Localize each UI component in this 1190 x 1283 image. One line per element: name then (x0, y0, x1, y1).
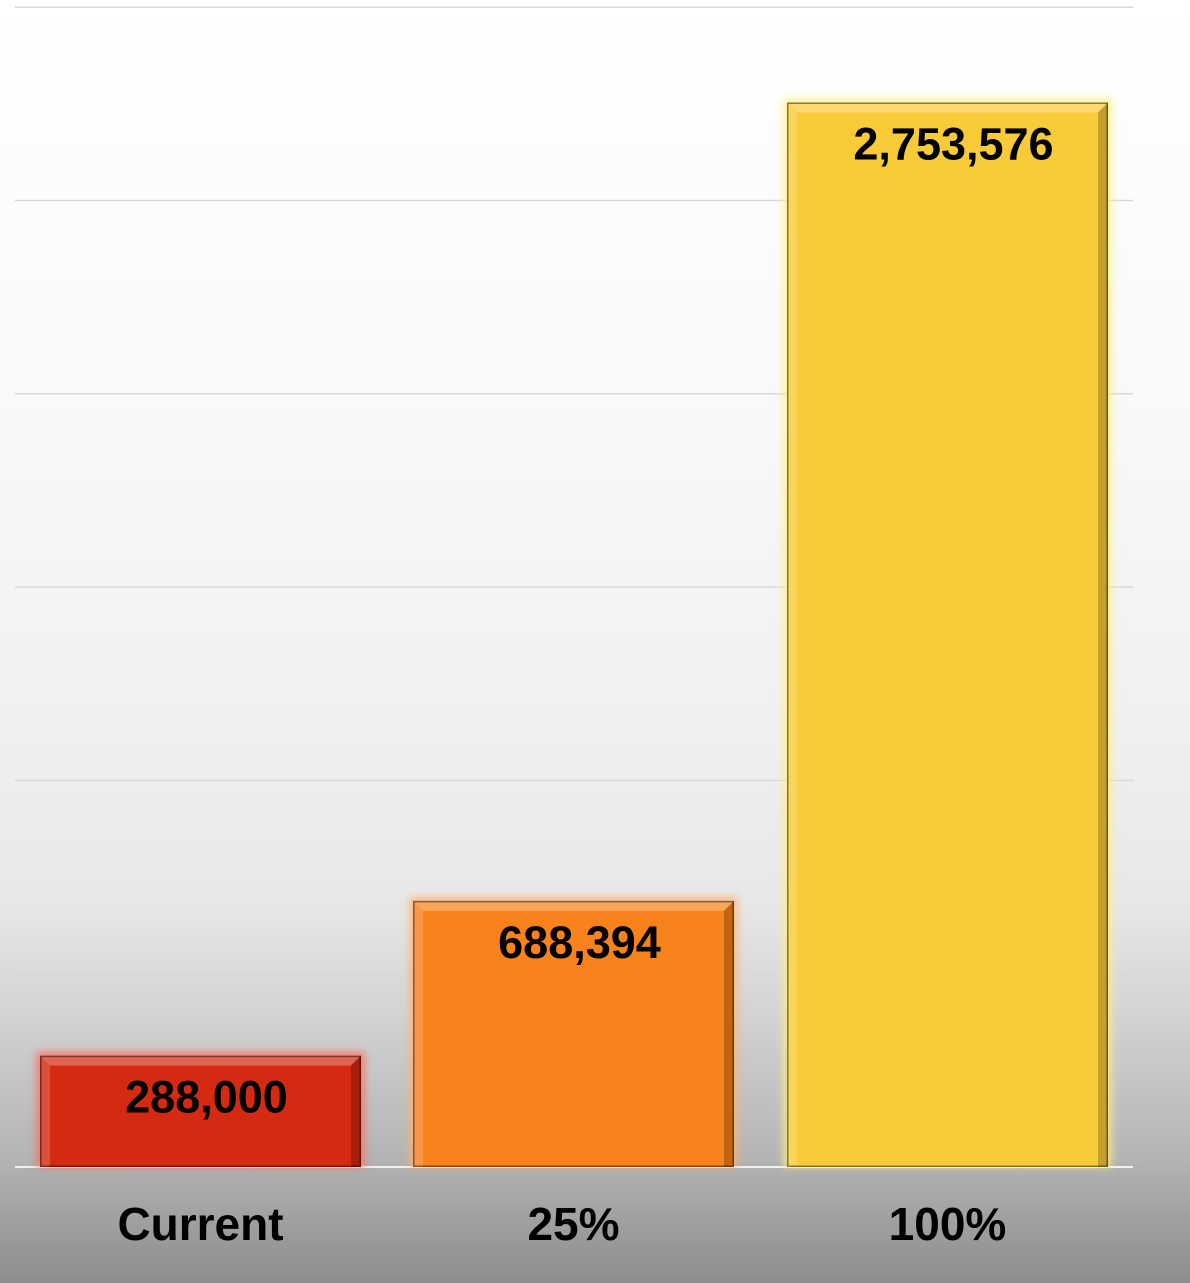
bar-outline (787, 102, 1108, 1167)
bars (36, 98, 1112, 1167)
bar-bevel-top (40, 1055, 361, 1066)
x-tick-label-3: 100% (889, 1198, 1007, 1250)
bar-bevel-right (351, 1055, 361, 1167)
data-label-1: 288,000 (125, 1072, 288, 1123)
data-labels: 288,000 688,394 2,753,576 (125, 118, 1053, 1122)
data-label-3: 2,753,576 (853, 118, 1053, 169)
bar-body (413, 900, 734, 1167)
x-tick-label-1: Current (117, 1198, 283, 1250)
bar-bevel-left (787, 102, 797, 1167)
bar-bevel-left (40, 1055, 50, 1167)
bar-body (787, 102, 1108, 1167)
data-label-2: 688,394 (498, 917, 661, 968)
bar-bevel-top (787, 102, 1108, 113)
bar-3 (783, 98, 1112, 1167)
bar-bevel-right (724, 900, 734, 1167)
bar-outline (413, 900, 734, 1167)
bar-bevel-top (413, 900, 734, 911)
bar-1 (36, 1051, 365, 1167)
bar-bevel-left (413, 900, 423, 1167)
x-tick-label-2: 25% (527, 1198, 619, 1250)
bar-outline (40, 1055, 361, 1167)
bar-body (40, 1055, 361, 1167)
x-axis-tick-labels: Current 25% 100% (117, 1198, 1006, 1250)
bar-bevel-right (1098, 102, 1108, 1167)
bar-2 (409, 896, 738, 1167)
